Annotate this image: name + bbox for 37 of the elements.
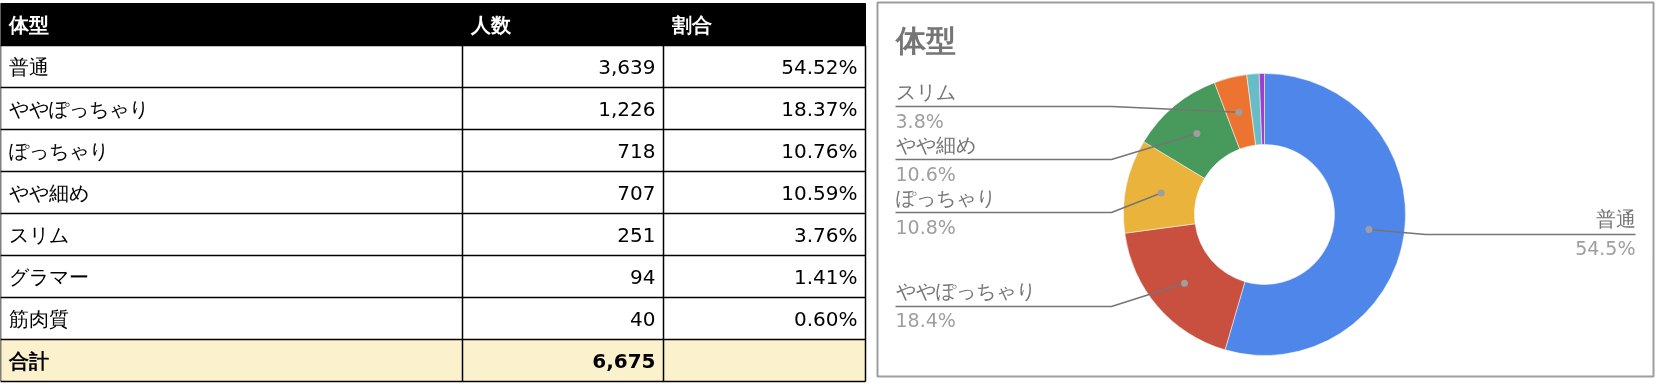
text: 6,675 — [592, 348, 656, 373]
data-label: 707 — [617, 180, 656, 205]
data-label: 10.59% — [781, 180, 858, 205]
text: 合計 — [7, 348, 49, 373]
category-label: 筋肉質 — [8, 306, 69, 331]
category-label: やや細め — [8, 180, 89, 205]
text: 体型 — [7, 12, 49, 37]
data-label: 18.37% — [781, 96, 858, 121]
slice-label: 普通 — [1595, 207, 1636, 232]
data-label: 94 — [630, 264, 656, 289]
chart-title: 体型 — [894, 23, 956, 58]
text: 割合 — [670, 12, 712, 37]
slice-label: スリム — [895, 79, 956, 104]
slice-label: やや細め — [895, 132, 976, 157]
data-label: 1,226 — [598, 96, 656, 121]
data-label: 718 — [617, 138, 656, 163]
data-label: 40 — [630, 306, 656, 331]
data-label: 251 — [617, 222, 656, 247]
category-label: ややぽっちゃり — [8, 96, 149, 121]
data-label: 3,639 — [598, 54, 656, 79]
data-label: 54.52% — [781, 54, 858, 79]
slice-label: ぽっちゃり — [895, 185, 996, 210]
data-label: 10.6% — [895, 162, 956, 185]
category-label: ぽっちゃり — [8, 138, 109, 163]
text: 人数 — [469, 12, 512, 37]
category-label: 普通 — [8, 54, 49, 79]
data-label: 10.8% — [895, 215, 956, 238]
category-label: スリム — [8, 222, 69, 247]
data-label: 3.76% — [793, 222, 858, 247]
slice-label: ややぽっちゃり — [895, 279, 1036, 304]
data-label: 1.41% — [793, 264, 858, 289]
data-label: 0.60% — [793, 306, 858, 331]
category-label: グラマー — [8, 264, 89, 289]
data-label: 10.76% — [781, 138, 858, 163]
data-label: 3.8% — [895, 109, 944, 132]
data-label: 54.5% — [1575, 237, 1636, 260]
data-label: 18.4% — [895, 309, 956, 332]
